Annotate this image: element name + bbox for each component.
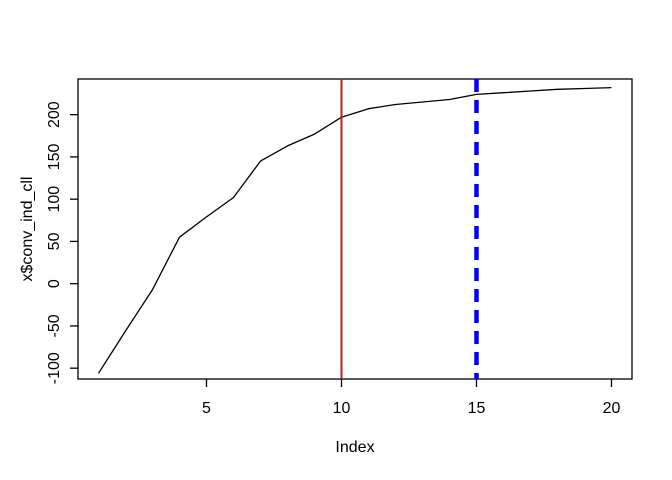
x-axis-tick-label: 15	[468, 400, 486, 417]
plot-box	[77, 78, 633, 380]
y-axis-tick-label: 50	[46, 232, 63, 250]
y-axis-tick-label: 150	[46, 143, 63, 170]
y-axis-tick-label: 200	[46, 101, 63, 128]
x-axis-tick-label: 10	[333, 400, 351, 417]
y-axis-tick-label: 0	[46, 279, 63, 288]
x-axis-tick-label: 5	[202, 400, 211, 417]
y-axis-title: x$conv_ind_cll	[19, 177, 36, 282]
x-axis-title: Index	[335, 439, 374, 456]
y-axis-tick-label: -50	[46, 314, 63, 337]
x-axis-tick-label: 20	[603, 400, 621, 417]
plot-layers: 5 10 15 20 -100 -50 0 50 100 150 200	[46, 78, 633, 417]
y-axis-tick-label: -100	[46, 352, 63, 384]
series-line	[97, 86, 612, 374]
y-axis-tick-label: 100	[46, 186, 63, 213]
